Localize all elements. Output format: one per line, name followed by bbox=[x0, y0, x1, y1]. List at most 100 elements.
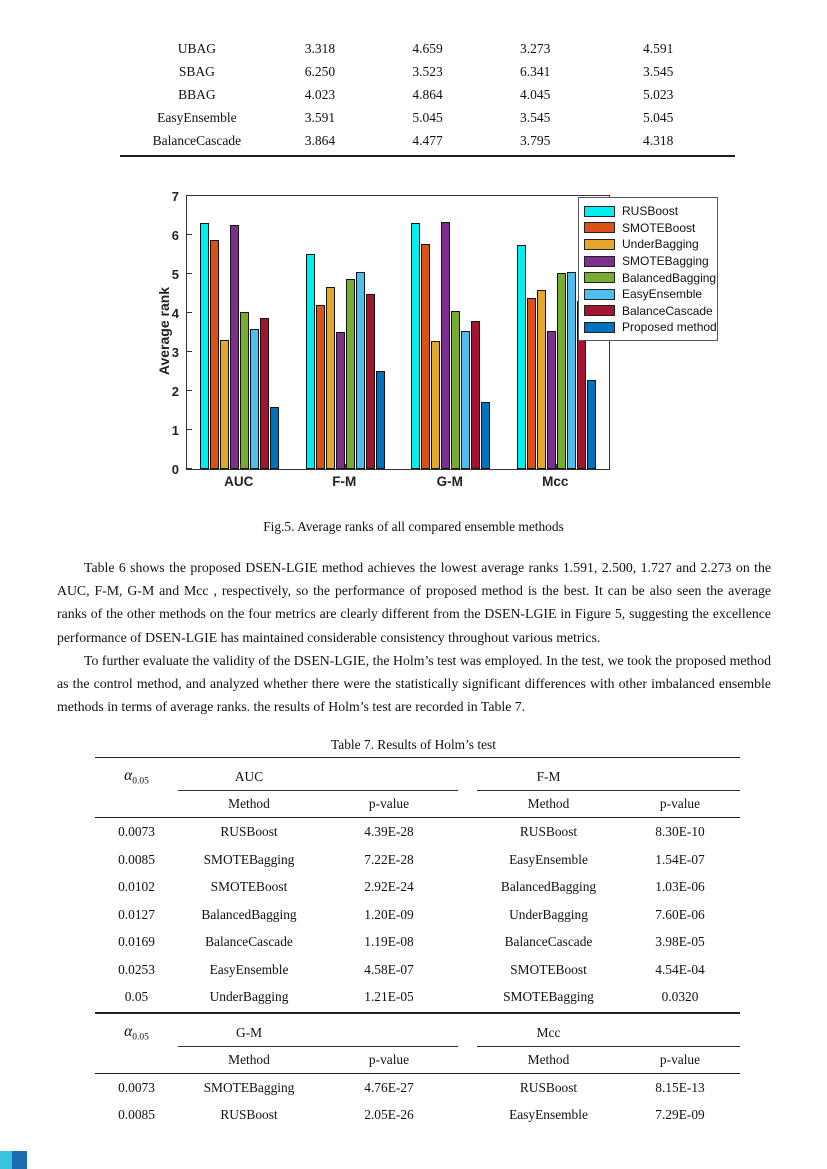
group-title: G-M bbox=[235, 1024, 263, 1040]
pvalue-cell: 4.58E-07 bbox=[364, 961, 414, 977]
table-row: BBAG 4.023 4.864 4.045 5.023 bbox=[120, 83, 735, 106]
alpha-value-cell: 0.0085 bbox=[118, 851, 155, 867]
alpha-subscript: 0.05 bbox=[132, 1032, 149, 1043]
bar-easyensemble-g-m bbox=[461, 331, 471, 469]
bar-smoteboost-auc bbox=[210, 240, 220, 469]
method-cell: SMOTEBagging bbox=[503, 989, 594, 1004]
column-gap bbox=[458, 928, 477, 956]
method-cell: BalancedBagging bbox=[500, 879, 597, 894]
y-tick-label: 2 bbox=[171, 384, 179, 399]
method-name-cell: BBAG bbox=[178, 87, 216, 102]
pvalue-cell: 7.60E-06 bbox=[655, 906, 705, 922]
legend-swatch-balancedbagging bbox=[584, 272, 615, 284]
alpha-value-cell: 0.0073 bbox=[118, 824, 155, 839]
figure5-chart: Average rank 0 1 2 3 4 5 6 7 RUSBoost SMOTEBoost… bbox=[150, 189, 750, 505]
pvalue-cell: 1.21E-05 bbox=[364, 989, 414, 1004]
empty-cell bbox=[95, 791, 178, 817]
column-header: p-value bbox=[659, 796, 701, 811]
legend-label: RUSBoost bbox=[622, 204, 679, 219]
value-cell: 4.864 bbox=[412, 87, 443, 102]
legend-item: SMOTEBagging bbox=[584, 253, 713, 270]
column-gap bbox=[458, 791, 477, 817]
method-cell: EasyEnsemble bbox=[509, 1107, 588, 1122]
y-axis-label: Average rank bbox=[156, 286, 172, 376]
bar-easyensemble-auc bbox=[250, 329, 260, 469]
method-cell: EasyEnsemble bbox=[209, 961, 289, 977]
column-header: Method bbox=[527, 1051, 570, 1067]
bar-smoteboost-f-m bbox=[315, 305, 325, 469]
alpha-subscript: 0.05 bbox=[132, 777, 149, 787]
bar-easyensemble-f-m bbox=[355, 272, 365, 469]
alpha-value-cell: 0.0073 bbox=[118, 1079, 155, 1095]
y-tick-mark bbox=[187, 195, 192, 196]
value-cell: 5.045 bbox=[642, 110, 674, 125]
y-tick-mark bbox=[187, 351, 192, 352]
method-cell: SMOTEBoost bbox=[210, 879, 288, 894]
pvalue-cell: 2.05E-26 bbox=[364, 1107, 414, 1122]
table7-caption: Table 7. Results of Holm’s test bbox=[331, 737, 496, 752]
x-tick-label: AUC bbox=[224, 474, 254, 489]
column-gap bbox=[458, 901, 477, 929]
y-tick-label: 5 bbox=[171, 267, 179, 282]
column-header: p-value bbox=[368, 796, 410, 811]
pvalue-cell: 3.98E-05 bbox=[655, 934, 705, 949]
pvalue-cell: 0.0320 bbox=[661, 989, 699, 1004]
method-cell: EasyEnsemble bbox=[509, 851, 588, 867]
bar-group-f-m bbox=[293, 196, 399, 469]
bar-group-mcc bbox=[504, 196, 610, 469]
value-cell: 3.273 bbox=[519, 41, 551, 56]
pvalue-cell: 1.20E-09 bbox=[364, 906, 414, 922]
alpha-symbol: α bbox=[124, 1022, 133, 1040]
bar-smotebagging-auc bbox=[230, 225, 240, 469]
horizontal-rule bbox=[95, 817, 740, 818]
group-title: F-M bbox=[536, 769, 561, 784]
method-name-cell: EasyEnsemble bbox=[157, 110, 237, 125]
value-cell: 3.545 bbox=[642, 64, 674, 79]
column-header: Method bbox=[228, 1051, 270, 1067]
legend-label: Proposed method bbox=[622, 320, 717, 335]
figure5-caption: Fig.5. Average ranks of all compared ens… bbox=[263, 519, 564, 534]
paragraph-2: To further evaluate the validity of the … bbox=[57, 652, 771, 715]
value-cell: 5.023 bbox=[642, 87, 674, 102]
table7-subheader-row: Method p-value Method p-value bbox=[95, 1047, 740, 1073]
value-cell: 6.341 bbox=[519, 64, 551, 79]
value-cell: 4.023 bbox=[304, 87, 336, 102]
table-row: 0.0127 BalancedBagging 1.20E-09 UnderBaggin… bbox=[95, 901, 740, 929]
bar-underbagging-auc bbox=[220, 340, 230, 469]
value-cell: 4.659 bbox=[412, 41, 443, 56]
table-row: 0.0253 EasyEnsemble 4.58E-07 SMOTEBoost 4.54… bbox=[95, 956, 740, 984]
body-text: Table 6 shows the proposed DSEN-LGIE met… bbox=[57, 556, 771, 718]
y-tick-mark bbox=[187, 312, 192, 313]
legend-label: EasyEnsemble bbox=[622, 287, 703, 302]
legend-label: BalanceCascade bbox=[622, 303, 713, 318]
value-cell: 3.591 bbox=[304, 110, 336, 125]
table-row: 0.0102 SMOTEBoost 2.92E-24 BalancedBagging 1… bbox=[95, 873, 740, 901]
bar-underbagging-mcc bbox=[536, 290, 546, 469]
figure5-legend: RUSBoost SMOTEBoost UnderBagging SMOTEBaggi… bbox=[578, 197, 718, 341]
value-cell: 5.045 bbox=[412, 110, 443, 125]
alpha-value-cell: 0.0102 bbox=[118, 879, 155, 894]
alpha-value-cell: 0.0127 bbox=[118, 906, 155, 922]
pvalue-cell: 1.54E-07 bbox=[655, 851, 705, 867]
table-row: 0.05 UnderBagging 1.21E-05 SMOTEBagging 0.03… bbox=[95, 983, 740, 1011]
table6-continued: UBAG 3.318 4.659 3.273 4.591 SBAG 6.250 3.523 6.… bbox=[120, 37, 735, 157]
x-tick-label: F-M bbox=[332, 474, 357, 489]
group-title: Mcc bbox=[536, 1024, 561, 1040]
legend-label: SMOTEBoost bbox=[622, 220, 696, 235]
bar-balancecascade-f-m bbox=[365, 294, 375, 469]
alpha-cell: α0.05 bbox=[95, 1023, 178, 1047]
x-tick-label: G-M bbox=[436, 474, 463, 489]
legend-swatch-balancecascade bbox=[584, 305, 615, 317]
x-tick-mark bbox=[556, 464, 558, 469]
method-cell: UnderBagging bbox=[209, 989, 289, 1004]
y-tick-mark bbox=[187, 234, 192, 235]
bar-rusboost-f-m bbox=[305, 254, 315, 469]
pvalue-cell: 1.03E-06 bbox=[655, 879, 705, 894]
value-cell: 4.591 bbox=[642, 41, 674, 56]
value-cell: 6.250 bbox=[304, 64, 336, 79]
method-cell: RUSBoost bbox=[519, 824, 578, 839]
bar-balancedbagging-g-m bbox=[451, 311, 461, 469]
bar-proposed-method-f-m bbox=[375, 371, 385, 469]
pvalue-cell: 2.92E-24 bbox=[364, 879, 414, 894]
group-header-auc: AUC bbox=[178, 769, 458, 791]
